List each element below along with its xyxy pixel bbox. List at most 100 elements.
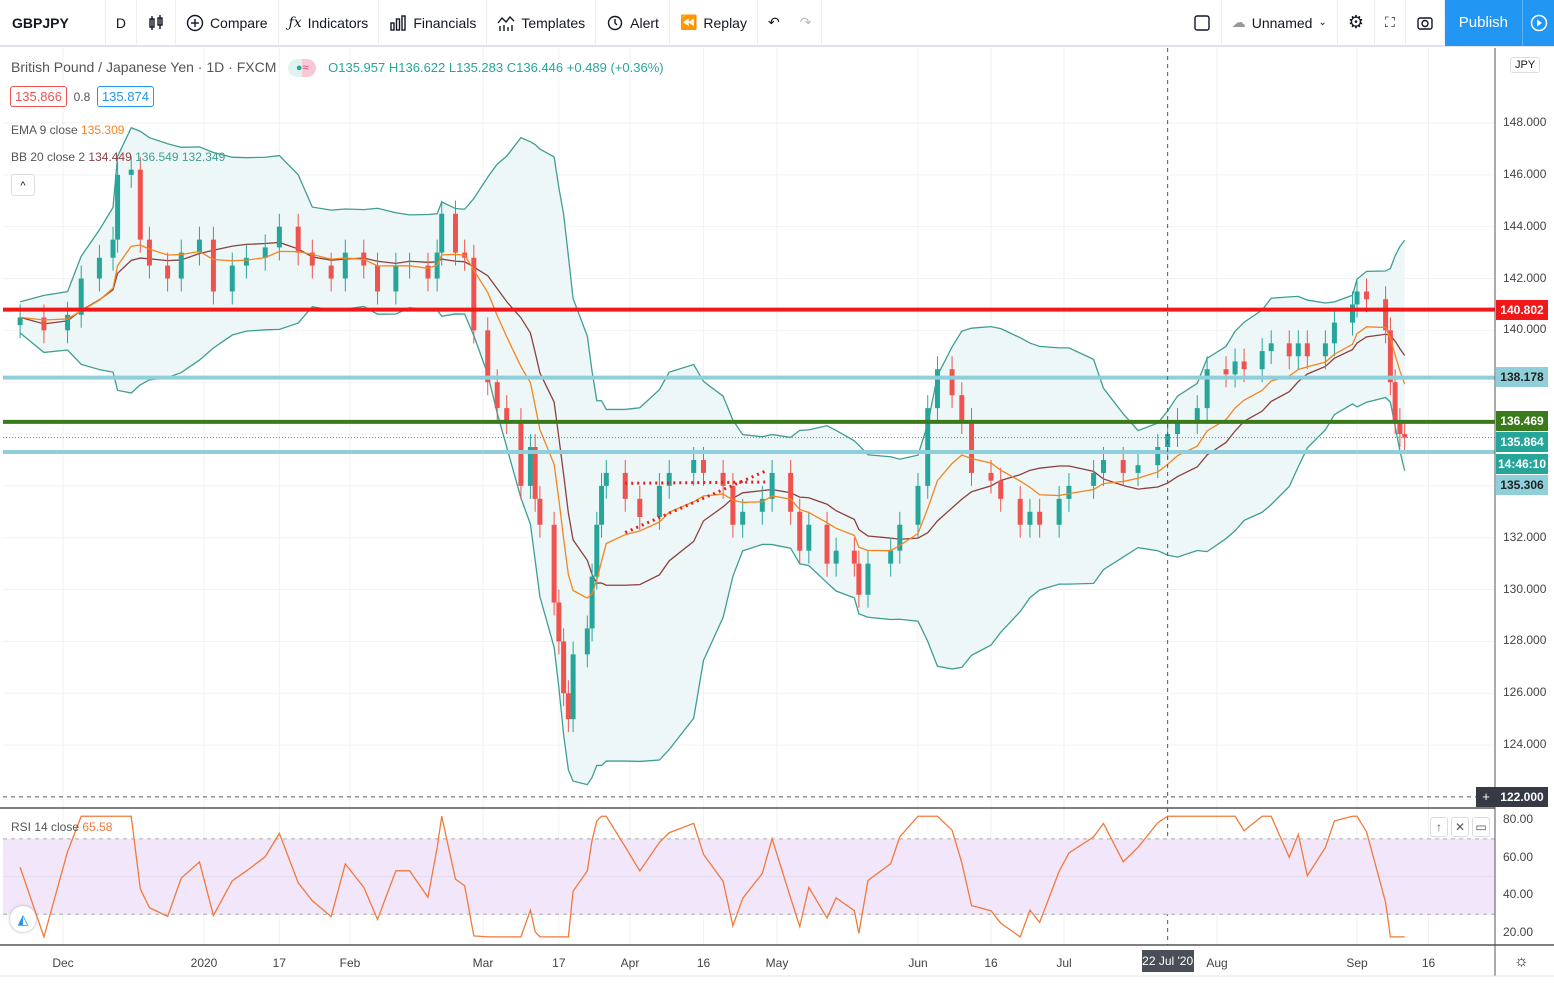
price-axis-tick: 140.000	[1503, 322, 1547, 337]
bb-label: BB 20 close 2	[11, 150, 86, 164]
candle-body	[1135, 465, 1141, 473]
candle-body	[833, 550, 839, 564]
alert-button[interactable]: Alert	[596, 0, 670, 46]
candle-body	[1241, 361, 1247, 370]
time-axis-label: 2020	[190, 956, 218, 970]
candle-body	[603, 472, 609, 486]
play-circle-icon	[1530, 14, 1547, 31]
candle-body	[888, 550, 894, 564]
candle-body	[1364, 291, 1370, 300]
candle-body	[565, 693, 571, 720]
candle-body	[988, 472, 994, 481]
candle-body	[41, 317, 47, 331]
candle-body	[1349, 304, 1355, 323]
candle-body	[730, 485, 736, 525]
add-alert-plus-button[interactable]: +	[1476, 786, 1496, 807]
trend-line	[624, 468, 768, 534]
candle-body	[110, 239, 116, 258]
candle-body	[1392, 382, 1398, 422]
symbol-search[interactable]: GBPJPY	[0, 0, 106, 46]
alarm-clock-icon	[607, 15, 623, 30]
indicators-button[interactable]: ƒx Indicators	[279, 0, 380, 46]
close-pane-button[interactable]: ✕	[1451, 817, 1469, 837]
undo-button[interactable]: ↶	[758, 0, 790, 46]
candle-body	[1120, 459, 1126, 473]
candle-body	[1194, 408, 1200, 422]
rsi-legend[interactable]: RSI 14 close 65.58	[11, 820, 112, 834]
candle-body	[959, 395, 965, 422]
candle-body	[471, 257, 477, 331]
candle-body	[1322, 343, 1328, 357]
candle-body	[1155, 447, 1161, 466]
time-axis-label: Mar	[472, 956, 494, 970]
buy-button[interactable]: 135.874	[96, 86, 154, 107]
financials-button[interactable]: Financials	[379, 0, 488, 46]
collapse-legend-button[interactable]: ^	[11, 174, 35, 196]
crosshair-price-label: 122.000	[1496, 786, 1548, 807]
candle-body	[165, 265, 171, 279]
time-axis-label: Jun	[908, 956, 928, 970]
candle-body	[1017, 498, 1023, 525]
candle-body	[806, 524, 812, 551]
interval-button[interactable]: D	[106, 0, 137, 46]
candle-body	[1304, 343, 1310, 357]
layout-name-button[interactable]: ☁ Unnamed ⌄	[1222, 0, 1338, 46]
replay-button[interactable]: ⏪ Replay	[670, 0, 758, 46]
candle-body	[229, 265, 235, 292]
price-label: 14:46:10	[1496, 454, 1548, 474]
time-axis-settings-icon[interactable]: ☼	[1514, 953, 1529, 970]
publish-button[interactable]: Publish	[1444, 0, 1522, 46]
bb-upper-value: 136.549	[135, 150, 179, 164]
candle-body	[1402, 434, 1408, 438]
candle-body	[1066, 485, 1072, 499]
chart-type-button[interactable]	[137, 0, 176, 46]
settings-button[interactable]: ⚙	[1338, 0, 1375, 46]
low-value: L135.283	[448, 60, 504, 75]
templates-button[interactable]: Templates	[487, 0, 597, 46]
ema-legend[interactable]: EMA 9 close 135.309	[11, 123, 124, 137]
candle-body	[1397, 421, 1403, 435]
layout-name-label: Unnamed	[1251, 14, 1313, 31]
move-pane-up-button[interactable]: ↑	[1430, 817, 1448, 837]
candle-body	[178, 252, 184, 279]
candle-body	[865, 563, 871, 595]
candle-body	[276, 226, 282, 248]
publish-menu-button[interactable]	[1522, 0, 1554, 46]
maximize-pane-button[interactable]: ▭	[1472, 817, 1490, 837]
redo-button[interactable]: ↷	[790, 0, 823, 46]
candle-body	[425, 265, 431, 279]
candle-body	[485, 330, 491, 383]
candle-body	[1037, 511, 1043, 525]
alert-label: Alert	[630, 14, 659, 31]
rsi-axis-tick: 60.00	[1503, 849, 1534, 864]
fullscreen-icon: ⛶	[1384, 14, 1395, 30]
price-axis-tick: 128.000	[1503, 633, 1547, 648]
screenshot-button[interactable]	[1406, 0, 1445, 46]
candle-body	[210, 239, 216, 292]
candle-body	[759, 498, 765, 512]
price-axis-tick: 148.000	[1503, 115, 1547, 129]
candle-body	[934, 369, 940, 409]
bar-chart-icon	[390, 14, 407, 31]
compare-button[interactable]: Compare	[176, 0, 279, 46]
candle-body	[494, 382, 500, 409]
price-axis-tick: 146.000	[1503, 166, 1547, 181]
tradingview-logo: ◭	[10, 906, 36, 932]
candle-body	[637, 498, 643, 517]
fx-icon: ƒx	[288, 14, 302, 31]
select-layout-button[interactable]	[1183, 0, 1222, 46]
cloud-icon: ☁	[1231, 14, 1246, 30]
price-axis-tick: 144.000	[1503, 218, 1547, 233]
fullscreen-button[interactable]: ⛶	[1375, 0, 1406, 46]
candle-body	[1100, 459, 1106, 473]
price-axis-tick: 142.000	[1503, 270, 1547, 285]
candle-body	[551, 524, 557, 603]
candle-body	[527, 447, 533, 486]
candle-body	[504, 408, 510, 422]
time-axis-label: 17	[552, 956, 566, 970]
sell-button[interactable]: 135.866	[10, 86, 67, 107]
candle-body	[1175, 421, 1181, 435]
rsi-value: 65.58	[82, 820, 113, 834]
bb-legend[interactable]: BB 20 close 2 134.449 136.549 132.349	[11, 150, 225, 164]
